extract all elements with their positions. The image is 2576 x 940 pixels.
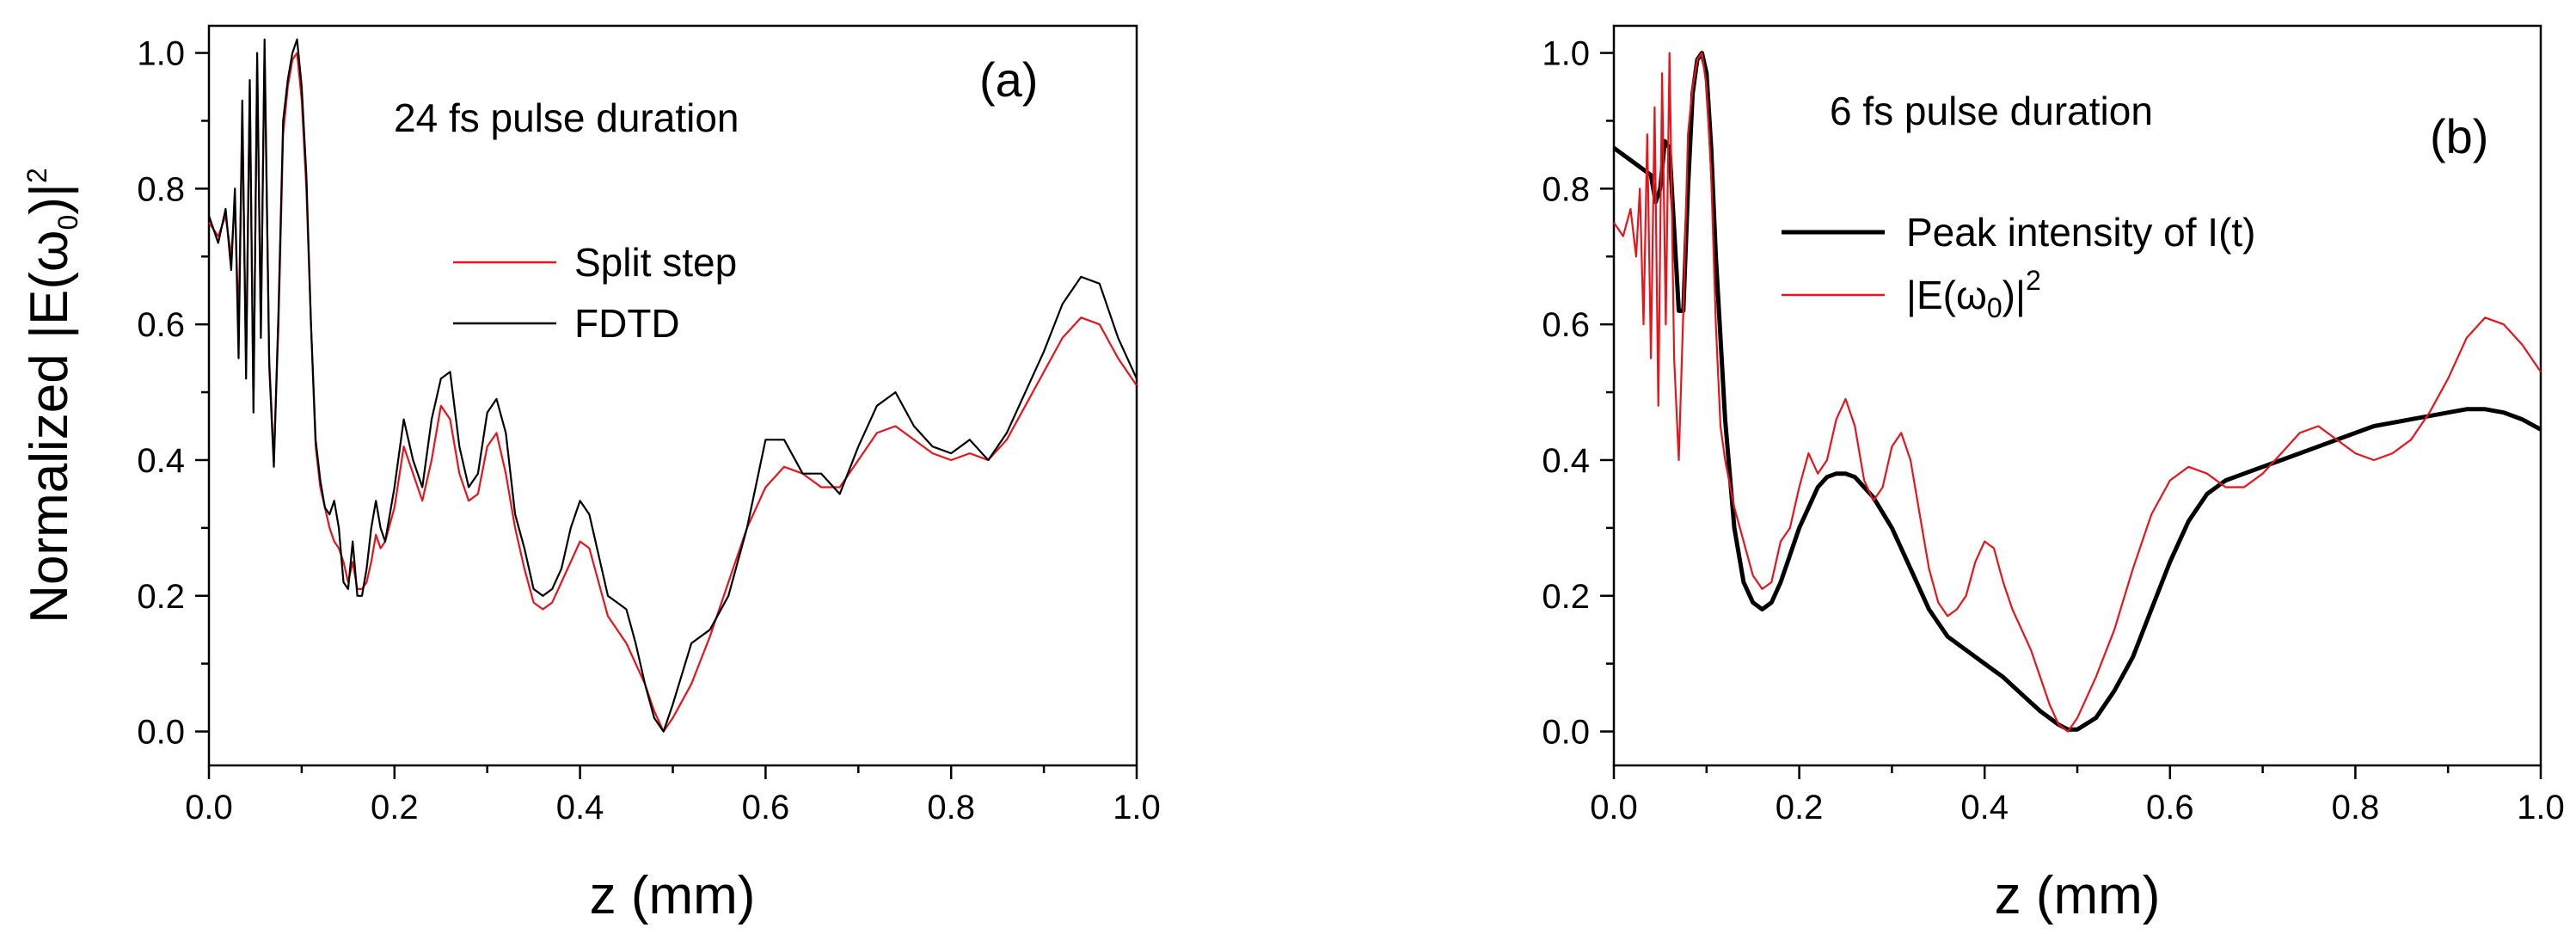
y-tick-label: 0.4 — [137, 442, 185, 480]
y-tick-label: 0.0 — [1542, 714, 1590, 752]
x-tick-label: 0.8 — [2332, 789, 2380, 826]
y-tick-label: 0.6 — [137, 306, 185, 344]
panel-label-b: (b) — [2430, 109, 2488, 163]
x-tick-label: 0.4 — [556, 789, 604, 826]
panel-a: 0.0 0.2 0.4 0.6 0.8 1.0 0.0 0.2 0.4 0.6 0.8 1.0 Nor… — [20, 24, 1161, 925]
annotation-b: 6 fs pulse duration — [1830, 89, 2153, 133]
x-tick-label: 0.4 — [1960, 789, 2009, 826]
legend-b: Peak intensity of I(t) |E(ω0)|2 — [1782, 210, 2256, 323]
x-tick-label: 1.0 — [2517, 789, 2565, 826]
legend-label-e-omega: |E(ω0)|2 — [1906, 265, 2041, 323]
legend-a: Split step FDTD — [453, 240, 737, 346]
x-axis-title-b: z (mm) — [1995, 866, 2161, 925]
legend-label-split-step: Split step — [574, 240, 737, 285]
y-tick-label: 0.2 — [1542, 578, 1590, 616]
x-tick-label: 0.8 — [927, 789, 975, 826]
x-tick-label: 0.6 — [742, 789, 790, 826]
y-tick-label: 0.6 — [1542, 306, 1590, 344]
annotation-a: 24 fs pulse duration — [394, 95, 739, 140]
legend-label-peak-intensity: Peak intensity of I(t) — [1906, 210, 2256, 255]
x-tick-label: 0.6 — [2146, 789, 2194, 826]
panel-label-a: (a) — [979, 52, 1038, 107]
y-tick-label: 0.8 — [1542, 170, 1590, 208]
y-tick-label: 0.8 — [137, 170, 185, 208]
x-tick-label: 0.2 — [371, 789, 419, 826]
series-line-b-0 — [1612, 51, 2542, 732]
ticks-a: 0.0 0.2 0.4 0.6 0.8 1.0 0.0 0.2 0.4 0.6 0.8 1.0 — [137, 35, 1160, 826]
y-axis-title-a: Normalized |E(ω0)|2 — [20, 168, 83, 624]
x-tick-label: 0.0 — [1590, 789, 1638, 826]
legend-label-fdtd: FDTD — [574, 301, 680, 346]
y-tick-label: 1.0 — [137, 35, 185, 73]
plot-frame-b — [1612, 24, 2542, 767]
series-b — [1612, 51, 2542, 733]
series-line-a-1 — [207, 38, 1138, 733]
y-tick-label: 1.0 — [1542, 35, 1590, 73]
series-line-a-0 — [208, 52, 1138, 733]
series-line-b-1 — [1613, 52, 2542, 733]
y-tick-label: 0.0 — [137, 714, 185, 752]
ticks-b: 0.0 0.2 0.4 0.6 0.8 1.0 0.0 0.2 0.4 0.6 0.8 1.0 — [1542, 35, 2564, 826]
y-tick-label: 0.4 — [1542, 442, 1590, 480]
series-a — [207, 38, 1138, 733]
x-tick-label: 1.0 — [1113, 789, 1161, 826]
x-tick-label: 0.0 — [185, 789, 233, 826]
x-tick-label: 0.2 — [1776, 789, 1824, 826]
y-tick-label: 0.2 — [137, 578, 185, 616]
panel-b: 0.0 0.2 0.4 0.6 0.8 1.0 0.0 0.2 0.4 0.6 0.8 1.0 z (… — [1542, 24, 2565, 925]
x-axis-title-a: z (mm) — [590, 866, 756, 925]
